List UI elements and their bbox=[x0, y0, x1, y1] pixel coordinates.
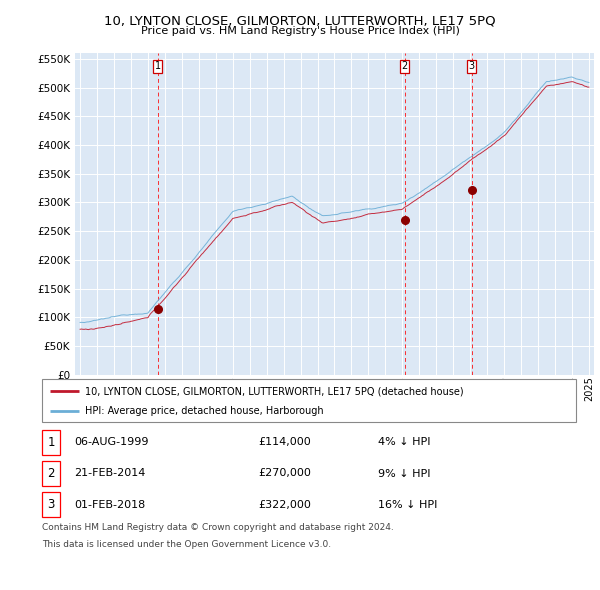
Text: £322,000: £322,000 bbox=[258, 500, 311, 510]
Text: 2: 2 bbox=[47, 467, 55, 480]
Text: 21-FEB-2014: 21-FEB-2014 bbox=[74, 468, 145, 478]
Text: £270,000: £270,000 bbox=[258, 468, 311, 478]
Text: 06-AUG-1999: 06-AUG-1999 bbox=[74, 437, 148, 447]
Text: HPI: Average price, detached house, Harborough: HPI: Average price, detached house, Harb… bbox=[85, 406, 323, 416]
Text: 9% ↓ HPI: 9% ↓ HPI bbox=[378, 468, 431, 478]
Text: 01-FEB-2018: 01-FEB-2018 bbox=[74, 500, 145, 510]
Text: 10, LYNTON CLOSE, GILMORTON, LUTTERWORTH, LE17 5PQ (detached house): 10, LYNTON CLOSE, GILMORTON, LUTTERWORTH… bbox=[85, 386, 463, 396]
Text: 10, LYNTON CLOSE, GILMORTON, LUTTERWORTH, LE17 5PQ: 10, LYNTON CLOSE, GILMORTON, LUTTERWORTH… bbox=[104, 15, 496, 28]
Text: 1: 1 bbox=[155, 61, 161, 71]
Text: 3: 3 bbox=[469, 61, 475, 71]
Text: This data is licensed under the Open Government Licence v3.0.: This data is licensed under the Open Gov… bbox=[42, 540, 331, 549]
Text: 2: 2 bbox=[401, 61, 407, 71]
Text: 3: 3 bbox=[47, 498, 55, 512]
Text: Contains HM Land Registry data © Crown copyright and database right 2024.: Contains HM Land Registry data © Crown c… bbox=[42, 523, 394, 532]
Text: Price paid vs. HM Land Registry's House Price Index (HPI): Price paid vs. HM Land Registry's House … bbox=[140, 26, 460, 36]
Text: 16% ↓ HPI: 16% ↓ HPI bbox=[378, 500, 437, 510]
Text: 4% ↓ HPI: 4% ↓ HPI bbox=[378, 437, 431, 447]
Text: 1: 1 bbox=[47, 435, 55, 449]
Text: £114,000: £114,000 bbox=[258, 437, 311, 447]
